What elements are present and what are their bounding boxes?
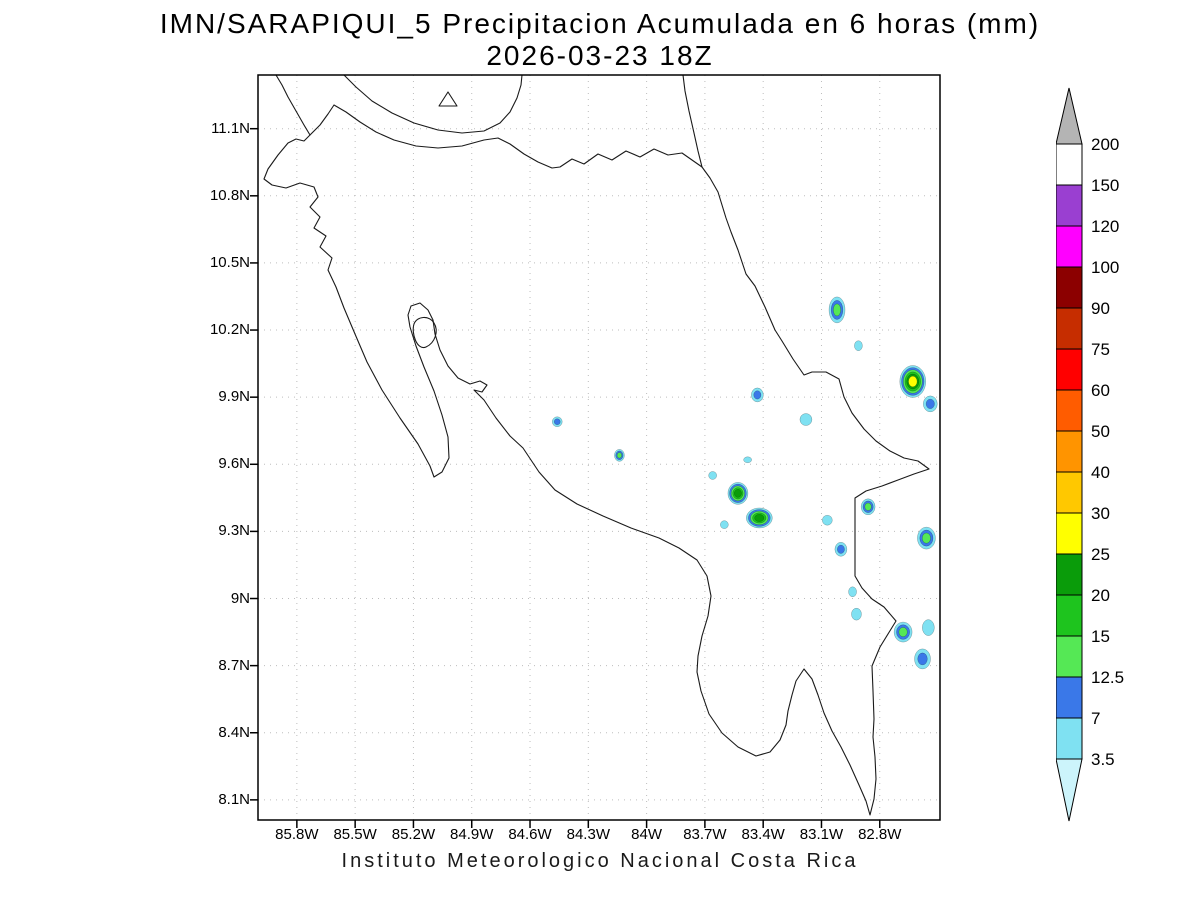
lon-tick-label: 84.9W xyxy=(450,826,494,843)
lat-tick-label: 9.9N xyxy=(218,388,250,406)
colorbar-label: 3.5 xyxy=(1091,750,1115,769)
plot-subtitle: 2026-03-23 18Z xyxy=(486,40,714,71)
lon-tick-label: 85.5W xyxy=(333,826,377,843)
colorbar-label: 12.5 xyxy=(1091,668,1124,687)
colorbar-segment xyxy=(1056,307,1083,350)
precip-cell xyxy=(925,398,935,409)
precip-cell xyxy=(553,418,561,426)
colorbar-label: 75 xyxy=(1091,340,1110,359)
border-nicaragua xyxy=(309,104,703,169)
axis-ticks xyxy=(250,127,881,828)
precip-cell xyxy=(921,532,931,544)
colorbar: 200 150 120 100 90 75 60 50 40 30 25 20 15 12.5 7 3.5 xyxy=(1056,87,1124,822)
colorbar-label: 50 xyxy=(1091,422,1110,441)
colorbar-segment xyxy=(1056,717,1083,760)
lon-tick-label: 84W xyxy=(631,826,663,843)
lake-nicaragua-shore xyxy=(343,74,523,134)
colorbar-segment xyxy=(1056,676,1083,719)
precip-cell xyxy=(864,502,872,511)
precipitation-blobs xyxy=(551,296,938,670)
lat-tick-label: 9.3N xyxy=(218,522,250,540)
precip-cell xyxy=(753,390,762,400)
colorbar-label: 40 xyxy=(1091,463,1110,482)
lat-tick-label: 10.5N xyxy=(209,253,250,271)
precip-cell xyxy=(917,652,928,666)
lon-tick-label: 83.7W xyxy=(683,826,727,843)
colorbar-segment xyxy=(1056,225,1083,268)
precip-cell xyxy=(837,544,845,554)
precip-cell xyxy=(833,303,842,317)
colorbar-segment xyxy=(1056,184,1083,227)
latitude-axis: 11.1N 10.8N 10.5N 10.2N 9.9N 9.6N 9.3N 9N 8.7N 8.… xyxy=(178,75,250,820)
lon-tick-label: 85.2W xyxy=(391,826,436,843)
colorbar-label: 25 xyxy=(1091,545,1110,564)
lat-tick-label: 9N xyxy=(230,589,250,607)
colorbar-segment xyxy=(1056,635,1083,678)
precip-cell xyxy=(754,514,765,522)
precip-cell xyxy=(708,471,717,480)
lake-island-marker xyxy=(438,91,458,107)
colorbar-below-min xyxy=(1056,758,1083,822)
colorbar-above-max xyxy=(1056,87,1083,145)
lat-tick-label: 10.2N xyxy=(209,321,250,339)
lat-tick-label: 8.7N xyxy=(218,656,250,674)
lon-tick-label: 83.1W xyxy=(799,826,844,843)
colorbar-segment xyxy=(1056,594,1083,637)
colorbar-label: 30 xyxy=(1091,504,1110,523)
precip-cell xyxy=(799,413,813,426)
lon-tick-label: 84.3W xyxy=(566,826,610,843)
colorbar-label: 200 xyxy=(1091,135,1119,154)
colorbar-label: 120 xyxy=(1091,217,1119,236)
lat-tick-label: 10.8N xyxy=(209,186,250,204)
plot-frame xyxy=(257,74,941,821)
colorbar-segment xyxy=(1056,430,1083,473)
longitude-axis: 85.8W 85.5W 85.2W 84.9W 84.6W 84.3W 84W 83.7W 83… xyxy=(258,826,940,848)
coastline-costa-rica xyxy=(263,74,930,816)
precip-cell xyxy=(908,375,918,388)
plot-title: IMN/SARAPIQUI_5 Precipitacion Acumulada … xyxy=(159,8,1041,39)
colorbar-label: 150 xyxy=(1091,176,1119,195)
lat-tick-label: 8.4N xyxy=(218,723,250,741)
lat-tick-label: 11.1N xyxy=(211,119,250,137)
colorbar-segment xyxy=(1056,389,1083,432)
colorbar-segment xyxy=(1056,553,1083,596)
precip-cell xyxy=(734,489,742,498)
colorbar-label: 15 xyxy=(1091,627,1110,646)
precip-cell xyxy=(898,627,908,637)
precip-cell xyxy=(743,456,752,464)
precip-cell xyxy=(822,514,833,526)
coastline-layer xyxy=(263,74,930,816)
gridlines xyxy=(258,75,940,820)
costa-rica-map xyxy=(250,74,941,828)
colorbar-label: 7 xyxy=(1091,709,1100,728)
footer-caption: Instituto Meteorologico Nacional Costa R… xyxy=(341,850,859,872)
colorbar-segment xyxy=(1056,471,1083,514)
colorbar-label: 90 xyxy=(1091,299,1110,318)
colorbar-label: 60 xyxy=(1091,381,1110,400)
precip-cell xyxy=(851,607,862,621)
colorbar-label: 20 xyxy=(1091,586,1110,605)
colorbar-label: 100 xyxy=(1091,258,1119,277)
lat-tick-label: 8.1N xyxy=(218,790,250,808)
precip-cell xyxy=(854,340,863,351)
lon-tick-label: 83.4W xyxy=(741,826,785,843)
lon-tick-label: 82.8W xyxy=(858,826,902,843)
precip-cell xyxy=(848,586,857,598)
lat-tick-label: 9.6N xyxy=(218,455,250,473)
precip-cell xyxy=(720,520,729,529)
isla-chira-outline xyxy=(412,316,437,349)
colorbar-segment xyxy=(1056,143,1083,186)
lon-tick-label: 85.8W xyxy=(275,826,319,843)
colorbar-segment xyxy=(1056,348,1083,391)
precip-cell xyxy=(922,619,935,636)
lon-tick-label: 84.6W xyxy=(508,826,552,843)
colorbar-segment xyxy=(1056,512,1083,555)
precip-cell xyxy=(616,452,622,459)
colorbar-segment xyxy=(1056,266,1083,309)
